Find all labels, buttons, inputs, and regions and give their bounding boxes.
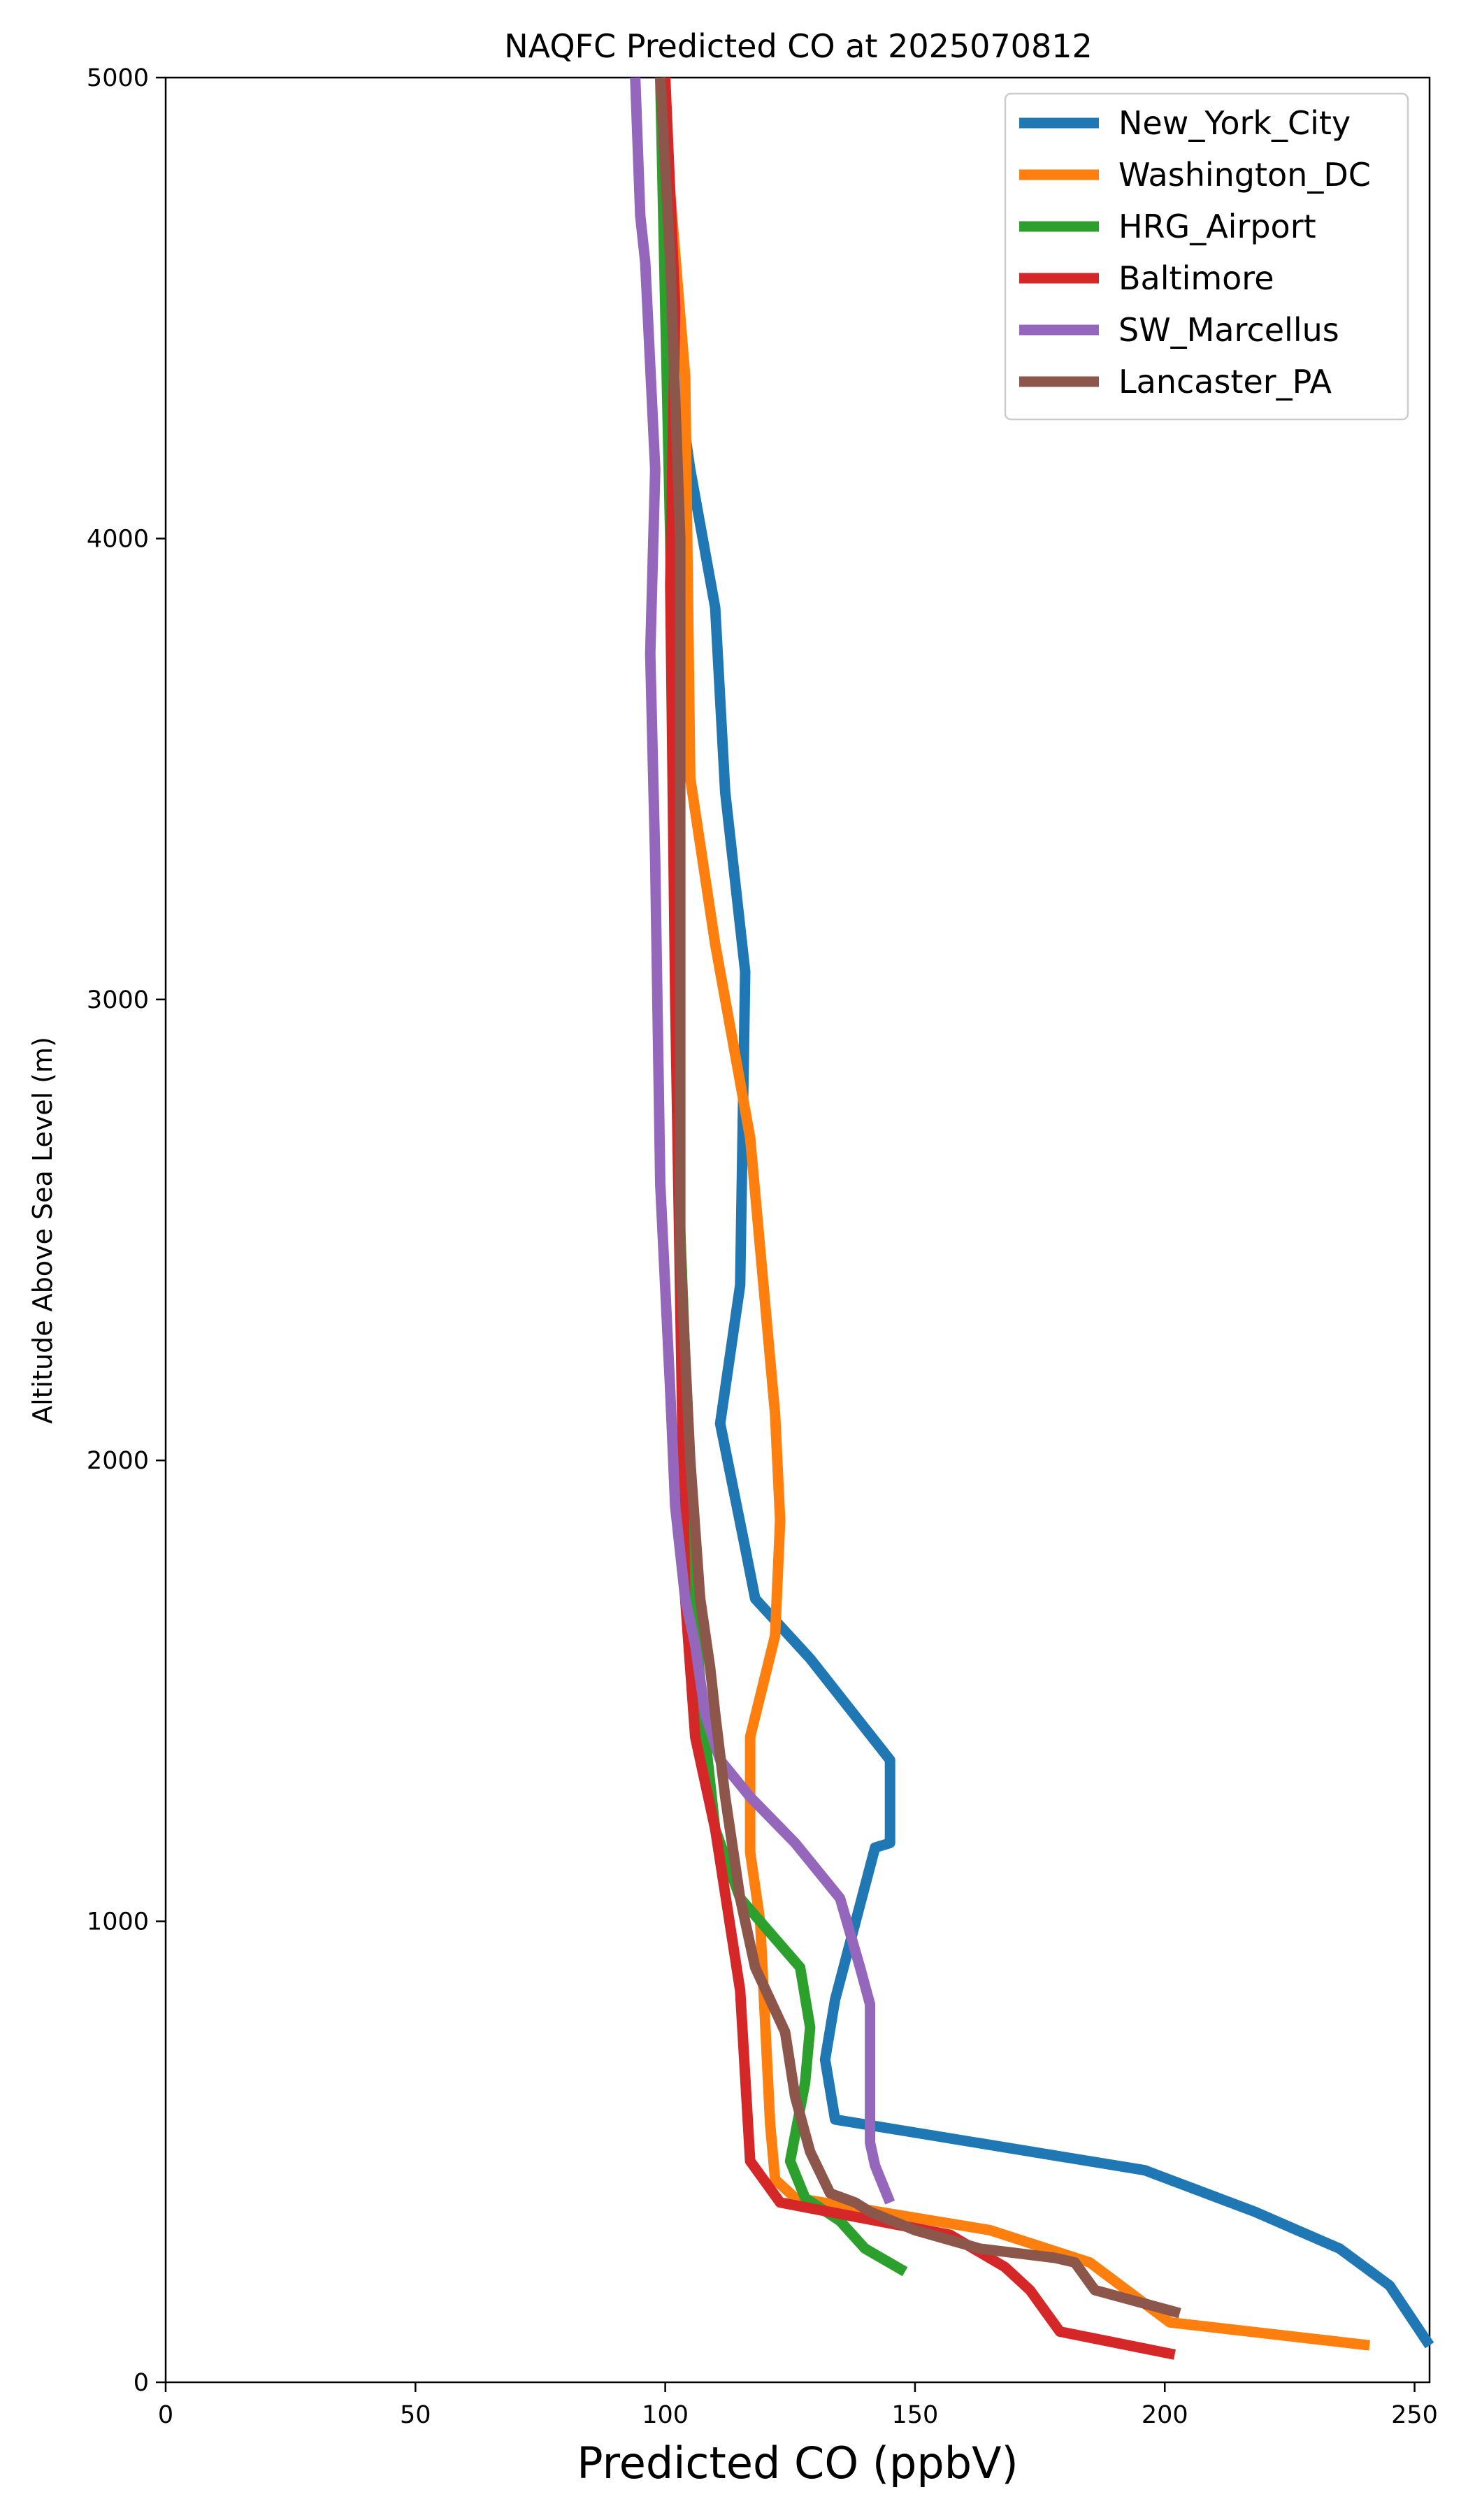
series-line-washington-dc <box>655 77 1371 2351</box>
series-layer <box>630 77 1434 2360</box>
x-tick-label: 0 <box>158 2401 173 2429</box>
x-tick-label: 250 <box>1391 2401 1438 2429</box>
x-axis-label: Predicted CO (ppbV) <box>577 2438 1018 2489</box>
series-line-new-york-city <box>675 399 1434 2349</box>
plot-frame <box>164 76 1431 2384</box>
series-line-sw-marcellus <box>630 77 895 2205</box>
y-axis-label: Altitude Above Sea Level (m) <box>27 1037 58 1424</box>
x-tick-label: 200 <box>1142 2401 1188 2429</box>
x-axis-ticks: 0 50 100 150 200 250 <box>158 2382 1438 2429</box>
series-line-baltimore <box>660 77 1176 2360</box>
x-tick-label: 50 <box>400 2401 431 2429</box>
y-tick-label: 4000 <box>87 525 149 553</box>
chart-title: NAQFC Predicted CO at 2025070812 <box>504 27 1093 65</box>
legend-label: Baltimore <box>1118 259 1274 297</box>
legend-label: New_York_City <box>1118 104 1351 142</box>
x-tick-label: 150 <box>892 2401 939 2429</box>
y-tick-label: 1000 <box>87 1908 149 1936</box>
y-tick-label: 5000 <box>87 64 149 92</box>
y-axis-ticks: 0 1000 2000 3000 4000 5000 <box>87 64 166 2397</box>
legend-items: New_York_City Washington_DC HRG_Airport Bal… <box>1019 104 1371 401</box>
y-tick-label: 3000 <box>87 986 149 1014</box>
legend-label: HRG_Airport <box>1118 208 1316 245</box>
legend-label: Washington_DC <box>1118 156 1371 194</box>
legend-frame <box>1004 92 1409 421</box>
series-line-lancaster-pa <box>655 77 1181 2319</box>
x-tick-label: 100 <box>642 2401 689 2429</box>
legend: New_York_City Washington_DC HRG_Airport Bal… <box>1004 92 1409 421</box>
series-line-hrg-airport <box>655 77 908 2277</box>
legend-label: SW_Marcellus <box>1118 311 1339 349</box>
y-tick-label: 0 <box>134 2369 149 2397</box>
plot-area: 0 50 100 150 200 250 0 1000 2000 3000 4000 5000 <box>87 64 1438 2429</box>
legend-label: Lancaster_PA <box>1118 363 1332 401</box>
y-tick-label: 2000 <box>87 1447 149 1475</box>
